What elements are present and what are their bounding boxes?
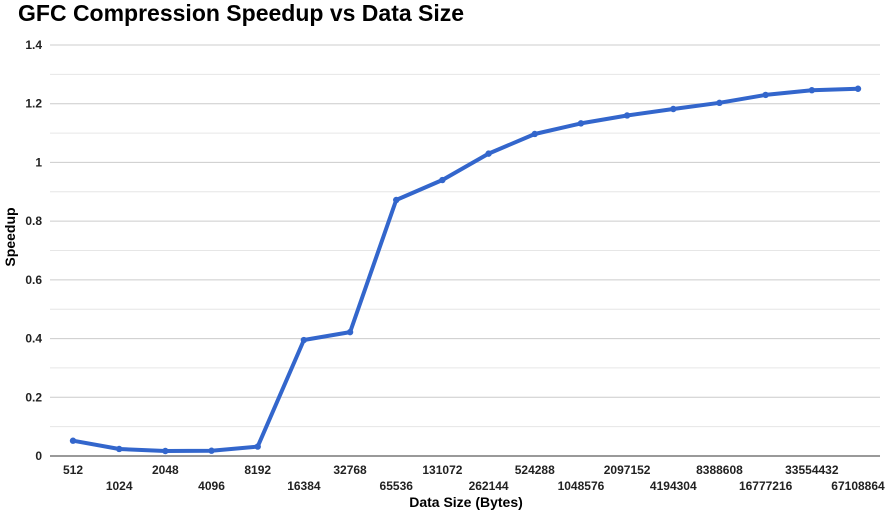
x-tick-label: 262144 [469, 479, 509, 493]
data-point [439, 176, 446, 184]
y-tick-label: 0 [35, 449, 42, 463]
data-point [162, 447, 169, 455]
x-tick-label: 32768 [333, 463, 367, 477]
x-tick-label: 67108864 [831, 479, 885, 493]
x-axis-title: Data Size (Bytes) [409, 494, 523, 510]
chart-title: GFC Compression Speedup vs Data Size [18, 0, 465, 26]
y-tick-label: 0.2 [25, 390, 42, 404]
data-point [531, 130, 538, 138]
data-point [762, 91, 769, 99]
x-tick-label: 1024 [106, 479, 133, 493]
x-tick-label: 4096 [198, 479, 225, 493]
x-tick-label: 8388608 [696, 463, 743, 477]
x-axis-ticks: 512 1024 2048 4096 8192 16384 32768 65536 131072… [63, 463, 885, 493]
x-tick-label: 524288 [515, 463, 555, 477]
y-tick-label: 1.2 [25, 97, 42, 111]
data-point [69, 437, 77, 444]
data-point [623, 112, 631, 119]
data-point [346, 328, 354, 336]
y-tick-label: 0.6 [25, 273, 42, 287]
x-tick-label: 512 [63, 463, 83, 477]
y-tick-label: 1 [35, 155, 42, 169]
data-point [854, 85, 862, 92]
data-point [577, 120, 585, 127]
y-axis-title: Speedup [2, 207, 18, 266]
x-tick-label: 2048 [152, 463, 179, 477]
data-point [208, 447, 215, 454]
grid-lines [50, 44, 880, 428]
y-axis-ticks: 0 0.2 0.4 0.6 0.8 1 1.2 1.4 [25, 38, 42, 463]
data-point [808, 87, 816, 94]
x-tick-label: 4194304 [650, 479, 697, 493]
y-tick-label: 1.4 [25, 38, 42, 52]
data-point [485, 150, 492, 157]
series-layer [69, 85, 862, 455]
x-tick-label: 65536 [380, 479, 414, 493]
data-point [115, 445, 123, 453]
data-point [254, 443, 261, 450]
x-tick-label: 2097152 [604, 463, 651, 477]
x-tick-label: 16777216 [739, 479, 793, 493]
x-tick-label: 16384 [287, 479, 321, 493]
data-point [716, 99, 723, 107]
data-point [300, 336, 308, 344]
x-tick-label: 131072 [422, 463, 462, 477]
x-tick-label: 1048576 [558, 479, 605, 493]
series-line [71, 86, 860, 453]
y-tick-label: 0.4 [25, 332, 42, 346]
data-point [393, 196, 400, 204]
x-tick-label: 33554432 [785, 463, 839, 477]
x-tick-label: 8192 [244, 463, 271, 477]
y-tick-label: 0.8 [25, 214, 42, 228]
data-point [670, 105, 677, 113]
